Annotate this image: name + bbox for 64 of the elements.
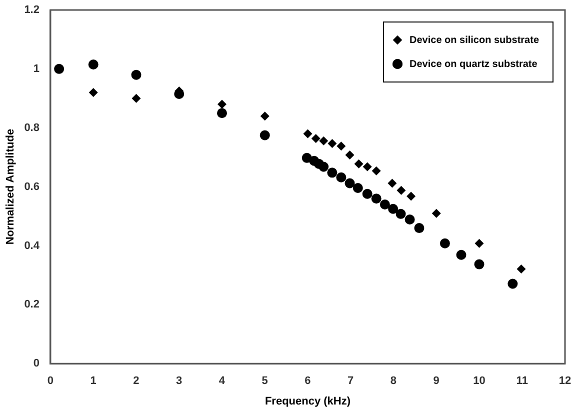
- point: [131, 70, 142, 80]
- point: [404, 214, 415, 225]
- point: [414, 223, 424, 234]
- y-tick-label: 0.2: [24, 298, 40, 311]
- x-tick-label: 10: [473, 375, 486, 388]
- point: [508, 278, 518, 289]
- point: [440, 238, 450, 248]
- y-tick-label: 1: [33, 62, 40, 75]
- point: [336, 172, 346, 182]
- point: [474, 238, 484, 248]
- point: [345, 150, 354, 160]
- point: [328, 138, 337, 148]
- x-tick-label: 11: [516, 375, 528, 388]
- point: [362, 188, 372, 199]
- point: [354, 159, 364, 168]
- y-tick-label: 0.4: [24, 240, 40, 252]
- x-tick-label: 2: [133, 375, 140, 388]
- x-axis-title: Frequency (kHz): [264, 395, 351, 408]
- x-tick-label: 0: [47, 375, 54, 388]
- point: [260, 130, 270, 140]
- point: [318, 162, 329, 172]
- point: [388, 178, 397, 188]
- point: [132, 94, 141, 103]
- x-tick-label: 3: [176, 375, 182, 388]
- point: [372, 166, 381, 176]
- x-tick-label: 7: [348, 375, 354, 388]
- y-tick-label: 0.8: [24, 122, 40, 134]
- point: [474, 259, 484, 270]
- point: [217, 100, 226, 109]
- point: [88, 60, 98, 70]
- y-tick-label: 0: [33, 358, 40, 370]
- legend-label: Device on silicon substrate: [410, 34, 540, 46]
- legend-label: Device on quartz substrate: [410, 58, 538, 70]
- point: [260, 112, 270, 121]
- point: [352, 182, 363, 193]
- x-tick-label: 5: [262, 375, 268, 388]
- x-tick-label: 9: [433, 375, 440, 388]
- point: [432, 208, 441, 218]
- point: [336, 142, 346, 151]
- y-tick-label: 1.2: [24, 4, 40, 16]
- point: [303, 129, 312, 138]
- point: [388, 204, 398, 214]
- point: [516, 264, 526, 274]
- x-tick-label: 1: [90, 375, 96, 388]
- point: [327, 168, 338, 178]
- x-tick-label: 12: [558, 375, 572, 388]
- point: [406, 192, 416, 201]
- point: [380, 199, 390, 210]
- point: [54, 64, 64, 74]
- point: [88, 88, 98, 98]
- point: [216, 108, 227, 118]
- point: [396, 186, 406, 195]
- point: [371, 194, 382, 204]
- point: [362, 162, 372, 172]
- point: [319, 136, 328, 146]
- y-axis-title: Normalized Amplitude: [4, 128, 17, 245]
- point: [456, 250, 466, 260]
- x-tick-label: 4: [218, 375, 226, 388]
- x-tick-label: 8: [390, 375, 397, 388]
- point: [344, 178, 355, 188]
- y-tick-label: 0.6: [24, 180, 40, 193]
- x-tick-label: 6: [304, 375, 311, 388]
- point: [311, 134, 320, 143]
- point: [396, 208, 406, 219]
